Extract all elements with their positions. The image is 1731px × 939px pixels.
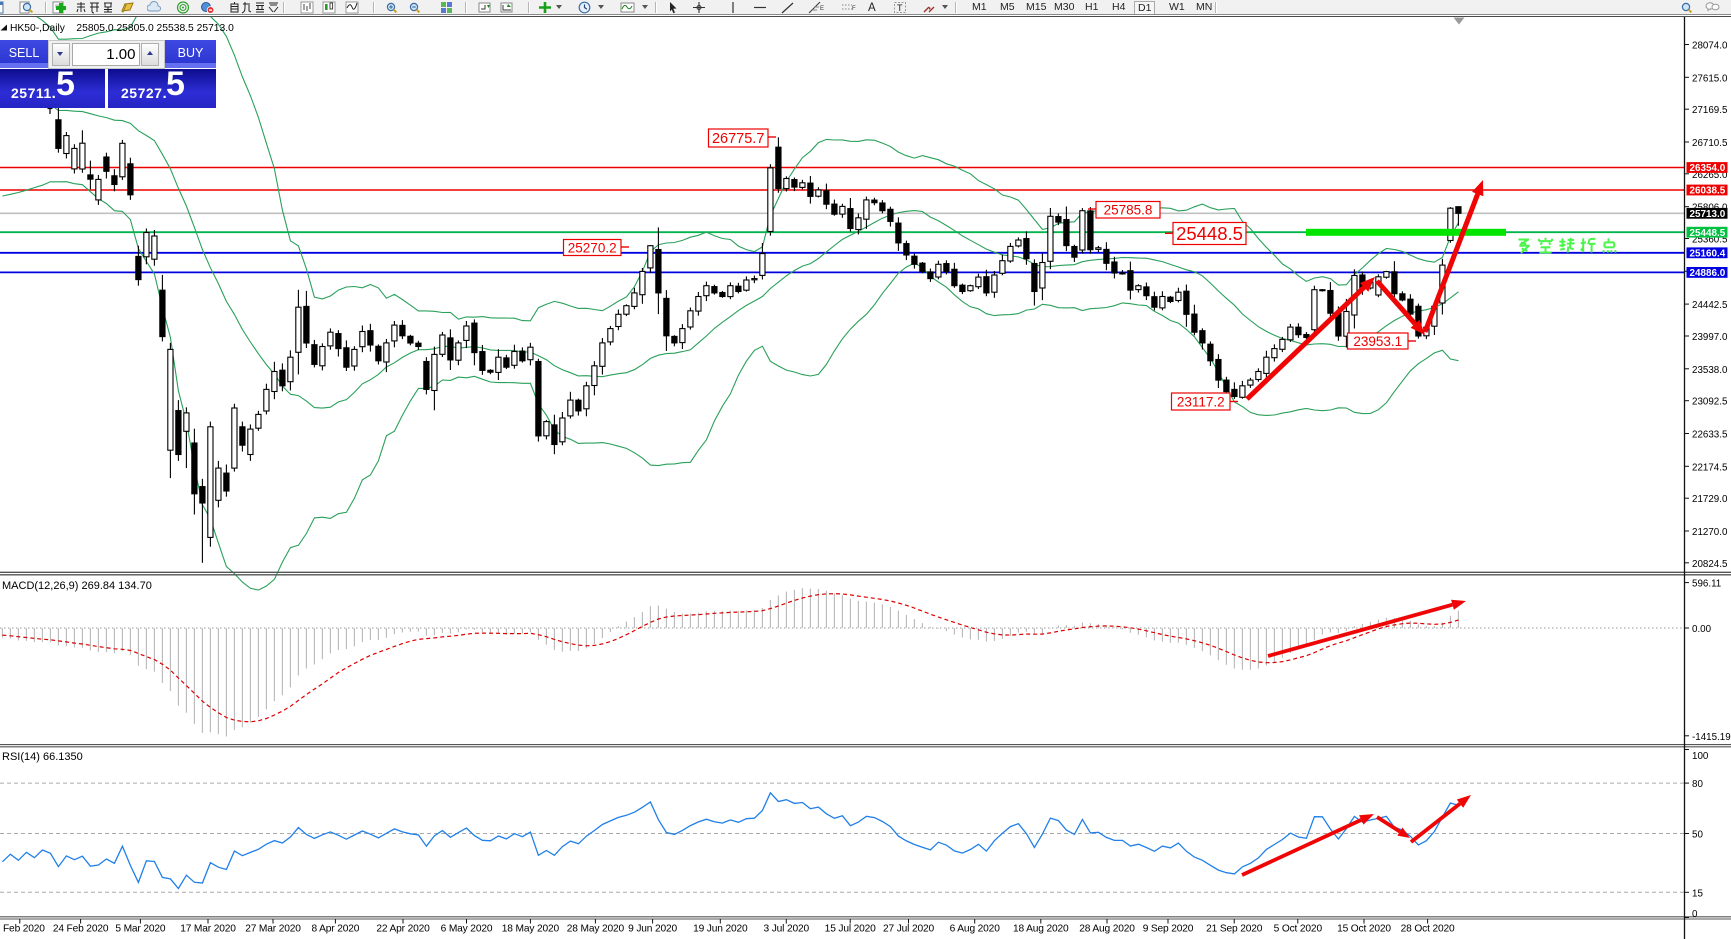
svg-text:2 Feb 2020: 2 Feb 2020	[0, 924, 45, 935]
svg-text:25270.2: 25270.2	[568, 240, 617, 255]
svg-text:27 Mar 2020: 27 Mar 2020	[245, 924, 301, 935]
svg-text:23117.2: 23117.2	[1177, 394, 1225, 409]
svg-text:T: T	[897, 3, 903, 13]
svg-text:23997.0: 23997.0	[1692, 332, 1728, 343]
svg-text:15 Oct 2020: 15 Oct 2020	[1337, 924, 1391, 935]
svg-text:27 Jul 2020: 27 Jul 2020	[883, 924, 935, 935]
svg-text:80: 80	[1692, 779, 1703, 790]
svg-text:50: 50	[1692, 830, 1703, 841]
svg-text:6 Aug 2020: 6 Aug 2020	[950, 924, 1001, 935]
svg-text:27615.0: 27615.0	[1692, 73, 1728, 84]
svg-text:26775.7: 26775.7	[712, 131, 764, 147]
svg-text:0: 0	[1692, 909, 1698, 920]
svg-text:24 Feb 2020: 24 Feb 2020	[53, 924, 109, 935]
svg-text:28 May 2020: 28 May 2020	[567, 924, 625, 935]
svg-text:27169.5: 27169.5	[1692, 105, 1728, 116]
svg-text:26265.0: 26265.0	[1692, 170, 1728, 181]
svg-text:21729.0: 21729.0	[1692, 494, 1728, 505]
svg-text:28 Aug 2020: 28 Aug 2020	[1079, 924, 1135, 935]
svg-text:RSI(14) 66.1350: RSI(14) 66.1350	[2, 751, 83, 763]
svg-text:25360.5: 25360.5	[1692, 235, 1728, 246]
svg-text:28074.0: 28074.0	[1692, 41, 1728, 52]
svg-text:24442.5: 24442.5	[1692, 300, 1728, 311]
svg-text:21270.0: 21270.0	[1692, 527, 1728, 538]
svg-text:5 Mar 2020: 5 Mar 2020	[115, 924, 166, 935]
svg-text:0.00: 0.00	[1692, 624, 1712, 635]
svg-text:28 Oct 2020: 28 Oct 2020	[1401, 924, 1455, 935]
svg-text:5 Oct 2020: 5 Oct 2020	[1274, 924, 1323, 935]
svg-text:22 Apr 2020: 22 Apr 2020	[376, 924, 430, 935]
svg-text:21 Sep 2020: 21 Sep 2020	[1206, 924, 1263, 935]
svg-text:22174.5: 22174.5	[1692, 462, 1728, 473]
svg-text:23953.1: 23953.1	[1353, 334, 1402, 349]
svg-text:22633.5: 22633.5	[1692, 430, 1728, 441]
svg-text:18 Aug 2020: 18 Aug 2020	[1013, 924, 1069, 935]
svg-text:25785.8: 25785.8	[1104, 203, 1153, 218]
svg-text:26354.0: 26354.0	[1690, 163, 1726, 174]
svg-text:8 Apr 2020: 8 Apr 2020	[312, 924, 360, 935]
svg-text:100: 100	[1692, 751, 1709, 762]
svg-text:596.11: 596.11	[1692, 579, 1721, 590]
svg-text:19 Jun 2020: 19 Jun 2020	[693, 924, 748, 935]
svg-text:9 Jun 2020: 9 Jun 2020	[628, 924, 677, 935]
svg-text:26710.5: 26710.5	[1692, 138, 1728, 149]
svg-text:18 May 2020: 18 May 2020	[502, 924, 560, 935]
svg-text:15 Jul 2020: 15 Jul 2020	[825, 924, 877, 935]
svg-text:HK50-,Daily 25805.0 25805.0: HK50-,Daily 25805.0 25805.0 25538.5 2571…	[10, 23, 234, 34]
svg-text:25713.0: 25713.0	[1690, 209, 1726, 220]
svg-text:-1415.19: -1415.19	[1692, 732, 1731, 743]
svg-text:20824.5: 20824.5	[1692, 559, 1728, 570]
svg-text:3 Jul 2020: 3 Jul 2020	[764, 924, 810, 935]
svg-text:26038.5: 26038.5	[1690, 186, 1726, 197]
svg-text:24886.0: 24886.0	[1690, 268, 1726, 279]
svg-text:25448.5: 25448.5	[1176, 223, 1243, 244]
svg-text:15: 15	[1692, 888, 1703, 899]
svg-text:23092.5: 23092.5	[1692, 397, 1728, 408]
svg-text:MACD(12,26,9) 269.84 134.70: MACD(12,26,9) 269.84 134.70	[2, 580, 152, 592]
svg-text:6 May 2020: 6 May 2020	[441, 924, 493, 935]
svg-text:25448.5: 25448.5	[1690, 228, 1726, 239]
svg-text:9 Sep 2020: 9 Sep 2020	[1143, 924, 1194, 935]
svg-text:25160.4: 25160.4	[1690, 249, 1726, 260]
svg-text:17 Mar 2020: 17 Mar 2020	[180, 924, 236, 935]
svg-text:23538.0: 23538.0	[1692, 365, 1728, 376]
